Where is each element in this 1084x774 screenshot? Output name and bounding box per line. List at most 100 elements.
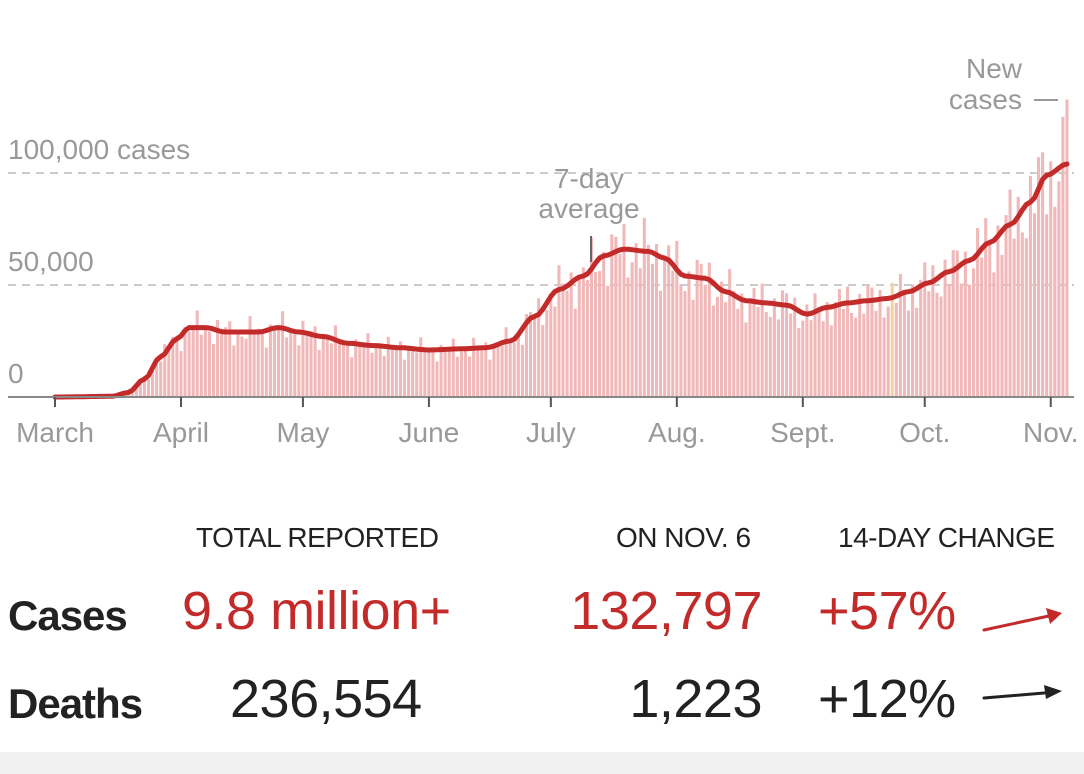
daily-case-bar xyxy=(126,393,130,397)
daily-case-bar xyxy=(654,244,659,397)
daily-case-bar xyxy=(382,355,386,397)
daily-case-bar xyxy=(191,327,195,397)
daily-case-bar xyxy=(151,367,155,397)
new-cases-annotation-line1: New xyxy=(966,53,1023,84)
daily-case-bar xyxy=(516,333,520,397)
daily-case-bar xyxy=(1008,189,1012,397)
daily-case-bar xyxy=(447,349,451,397)
daily-case-bar xyxy=(500,345,504,397)
daily-case-bar xyxy=(561,283,565,397)
cases-row-label: Cases xyxy=(8,592,128,639)
cases-total: 9.8 million+ xyxy=(182,581,451,641)
deaths-total: 236,554 xyxy=(230,669,422,729)
daily-case-bar xyxy=(793,297,797,397)
daily-case-bar xyxy=(825,302,829,397)
daily-case-bar xyxy=(431,348,435,397)
daily-case-bar xyxy=(813,293,817,397)
daily-case-bar xyxy=(390,345,394,397)
daily-case-bar xyxy=(480,348,484,397)
daily-case-bar xyxy=(699,263,703,397)
x-tick-label: March xyxy=(16,417,94,448)
x-tick-label: April xyxy=(153,417,209,448)
daily-case-bar xyxy=(858,293,862,397)
daily-case-bar xyxy=(650,263,654,397)
daily-case-bar xyxy=(305,332,309,397)
daily-case-bar xyxy=(281,311,285,397)
daily-case-bar xyxy=(407,348,411,397)
daily-case-bar xyxy=(439,344,443,397)
daily-case-bar xyxy=(967,284,971,397)
seven-day-average-line xyxy=(52,161,1070,400)
daily-case-bar xyxy=(289,330,293,397)
daily-case-bar xyxy=(451,338,455,397)
daily-case-bar xyxy=(935,292,939,397)
daily-case-bar xyxy=(285,337,289,397)
daily-case-bar xyxy=(768,316,772,397)
daily-case-bar xyxy=(1061,116,1065,397)
daily-case-bar xyxy=(622,223,626,397)
daily-case-bar xyxy=(646,244,650,397)
daily-case-bar xyxy=(976,228,980,397)
daily-case-bar xyxy=(520,344,524,397)
daily-case-bar xyxy=(720,281,724,397)
daily-case-bar xyxy=(325,339,329,397)
daily-case-bar xyxy=(313,326,317,397)
daily-case-bar xyxy=(1004,215,1008,397)
daily-case-bar xyxy=(882,317,886,397)
daily-case-bar xyxy=(207,331,211,397)
daily-case-bar xyxy=(915,307,919,397)
daily-case-bar xyxy=(549,294,553,397)
x-tick-label: June xyxy=(399,417,460,448)
daily-case-bar xyxy=(264,347,268,397)
daily-case-bar xyxy=(642,217,646,397)
daily-case-bar xyxy=(1012,238,1016,397)
daily-case-bar xyxy=(321,336,325,397)
daily-case-bar xyxy=(366,333,370,397)
daily-case-bar xyxy=(419,337,423,397)
daily-case-bar xyxy=(411,348,415,397)
daily-case-bar xyxy=(138,379,142,397)
daily-case-bar xyxy=(134,386,138,397)
daily-case-bar xyxy=(216,320,220,397)
daily-case-bar xyxy=(195,310,199,397)
daily-case-bar xyxy=(992,272,996,397)
daily-case-bar xyxy=(638,268,642,397)
daily-case-bar xyxy=(951,250,955,397)
daily-case-bar xyxy=(528,312,533,397)
daily-case-bar xyxy=(947,284,951,397)
daily-case-bar xyxy=(744,322,748,397)
daily-case-bar xyxy=(260,329,264,397)
daily-case-bar xyxy=(256,328,260,397)
daily-case-bar xyxy=(1000,254,1004,397)
daily-case-bar xyxy=(898,273,902,397)
daily-case-bar xyxy=(187,331,191,397)
daily-case-bar xyxy=(927,291,931,397)
daily-case-bar xyxy=(415,352,419,397)
daily-case-bar xyxy=(1032,213,1037,397)
daily-case-bar xyxy=(504,327,508,397)
daily-case-bar xyxy=(829,325,833,397)
daily-case-bar xyxy=(203,325,207,397)
daily-case-bar xyxy=(378,347,382,397)
daily-case-bar xyxy=(618,254,622,397)
daily-case-bar xyxy=(167,349,171,397)
daily-case-bar xyxy=(183,326,187,397)
daily-case-bar xyxy=(159,361,163,397)
daily-case-bar xyxy=(476,346,480,397)
daily-case-bar xyxy=(1053,206,1057,397)
daily-case-bar xyxy=(659,290,663,397)
daily-case-bar xyxy=(1045,214,1049,397)
daily-case-bar xyxy=(329,343,333,397)
daily-case-bar xyxy=(886,306,890,397)
daily-case-bar xyxy=(980,257,984,397)
daily-case-bar xyxy=(402,359,407,397)
covid-summary-card: 0 50,000 100,000 cases March April May June Jul… xyxy=(0,0,1084,752)
x-tick-label: Sept. xyxy=(770,417,835,448)
daily-case-bar xyxy=(293,334,297,397)
daily-case-bar xyxy=(626,277,630,397)
daily-case-bar xyxy=(1065,99,1069,397)
daily-case-bar xyxy=(374,347,378,397)
daily-case-bar xyxy=(455,356,459,397)
daily-case-bar xyxy=(337,343,342,397)
daily-case-bar xyxy=(232,345,236,397)
